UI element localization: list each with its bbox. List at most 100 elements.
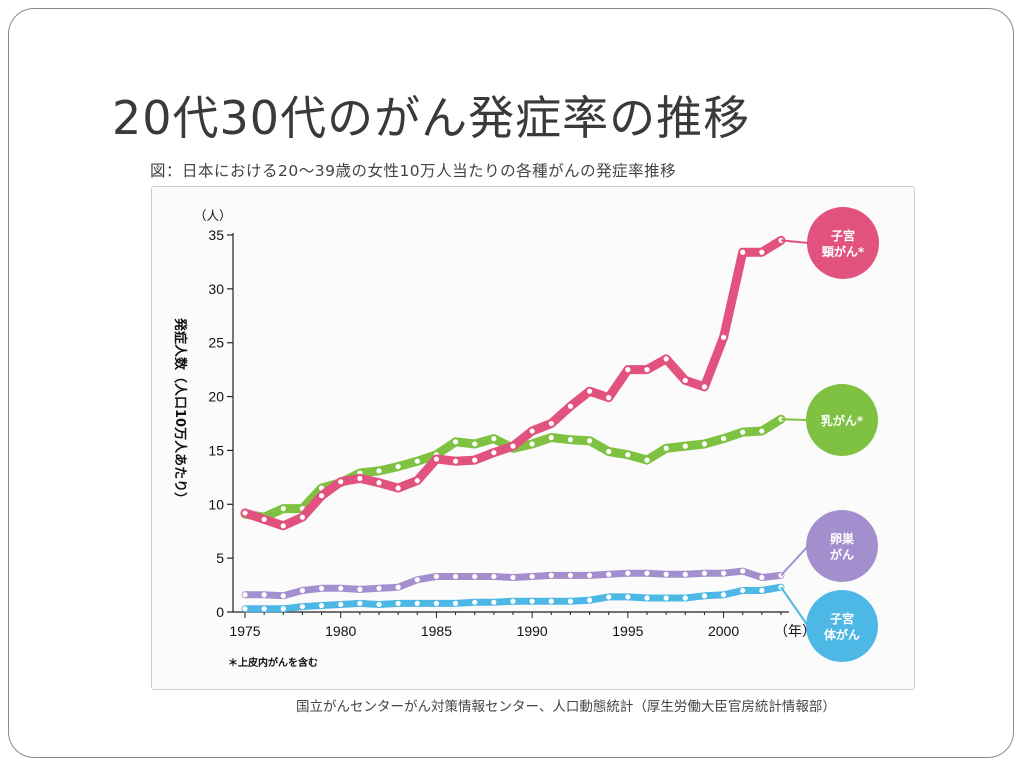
data-point <box>720 570 727 576</box>
data-point <box>242 510 248 516</box>
data-point <box>548 598 554 604</box>
data-point <box>299 514 306 520</box>
data-point <box>318 585 325 591</box>
x-tick-label: 2000 <box>708 623 739 639</box>
source-note: 国立がんセンターがん対策情報センター、人口動態統計（厚生労働大臣官房統計情報部） <box>296 699 836 715</box>
series-layer <box>240 235 786 613</box>
y-tick-label: 25 <box>208 335 224 351</box>
x-tick-label: 1985 <box>421 623 452 639</box>
bubble-label: 卵巣 <box>830 531 855 546</box>
data-point <box>567 598 574 604</box>
bubble-label: 子宮 <box>831 228 855 243</box>
data-point <box>720 435 727 442</box>
data-point <box>720 592 727 598</box>
data-point <box>625 367 631 373</box>
data-point <box>491 449 497 456</box>
data-point <box>510 574 516 581</box>
bubble-label: 頸がん* <box>822 244 865 259</box>
data-point <box>529 573 535 580</box>
data-point <box>548 572 554 578</box>
data-point <box>644 570 650 576</box>
data-point <box>395 485 401 491</box>
data-point <box>740 429 746 435</box>
data-point <box>740 587 746 594</box>
data-point <box>242 592 248 598</box>
data-point <box>663 571 669 577</box>
data-point <box>606 571 612 577</box>
data-point <box>376 480 382 486</box>
data-point <box>472 599 478 605</box>
data-point <box>491 573 497 580</box>
data-point <box>644 595 650 601</box>
data-point <box>701 384 708 390</box>
data-point <box>663 356 669 362</box>
figure-caption: 図：日本における20～39歳の女性10万人当たりの各種がんの発症率推移 <box>150 162 677 180</box>
bubble-label: 体がん <box>824 627 860 642</box>
bubble-label: 子宮 <box>830 611 854 626</box>
data-point <box>433 600 440 606</box>
data-point <box>414 458 420 464</box>
legend-bubble: 乳がん* <box>806 384 878 456</box>
data-point <box>357 600 363 606</box>
data-point <box>261 516 267 522</box>
series-line <box>240 414 786 522</box>
data-point <box>414 600 420 606</box>
data-point <box>395 463 401 470</box>
data-point <box>740 249 746 255</box>
data-point <box>338 601 344 608</box>
data-point <box>261 592 267 598</box>
chart-axes: 0 5 10 15 20 25 30 35 1975 1980 1985 1990 1995 2000 <box>208 227 789 639</box>
data-point <box>472 441 478 447</box>
data-point <box>280 523 286 529</box>
series-line <box>241 567 785 600</box>
y-axis-label: 発症人数（人口10万人あたり） <box>172 317 188 505</box>
data-point <box>529 428 535 434</box>
bubble-label: 乳がん* <box>821 413 864 428</box>
data-point <box>586 572 593 578</box>
leader-line <box>780 586 809 627</box>
series-3 <box>241 567 785 600</box>
data-point <box>280 606 286 612</box>
data-point <box>759 574 765 581</box>
leader-line <box>780 545 809 577</box>
data-point <box>491 599 497 605</box>
data-point <box>395 584 401 590</box>
data-point <box>567 437 574 443</box>
data-point <box>682 595 688 601</box>
x-tick-label: 1975 <box>229 623 260 639</box>
data-point <box>338 585 344 591</box>
data-point <box>452 439 459 445</box>
data-point <box>586 438 593 444</box>
leader-line <box>780 239 810 244</box>
data-point <box>529 441 535 447</box>
data-point <box>701 441 708 447</box>
data-point <box>433 573 440 580</box>
data-point <box>357 586 363 592</box>
series-4 <box>241 583 785 613</box>
data-point <box>682 571 688 577</box>
data-point <box>663 445 669 451</box>
y-tick-label: 30 <box>208 281 224 297</box>
data-point <box>491 435 497 442</box>
data-point <box>740 568 746 574</box>
y-tick-label: 20 <box>208 389 224 405</box>
data-point <box>548 420 554 427</box>
bubble-circle <box>807 207 879 279</box>
data-point <box>720 334 727 340</box>
data-point <box>376 585 382 591</box>
data-point <box>548 434 554 441</box>
y-tick-label: 15 <box>208 442 224 458</box>
bubble-circle <box>806 590 878 662</box>
data-point <box>510 598 516 604</box>
x-unit-label: （年） <box>774 623 816 639</box>
data-point <box>567 572 574 578</box>
data-point <box>452 573 459 580</box>
data-point <box>299 604 306 610</box>
data-point <box>280 505 286 512</box>
x-tick-label: 1980 <box>325 623 356 639</box>
